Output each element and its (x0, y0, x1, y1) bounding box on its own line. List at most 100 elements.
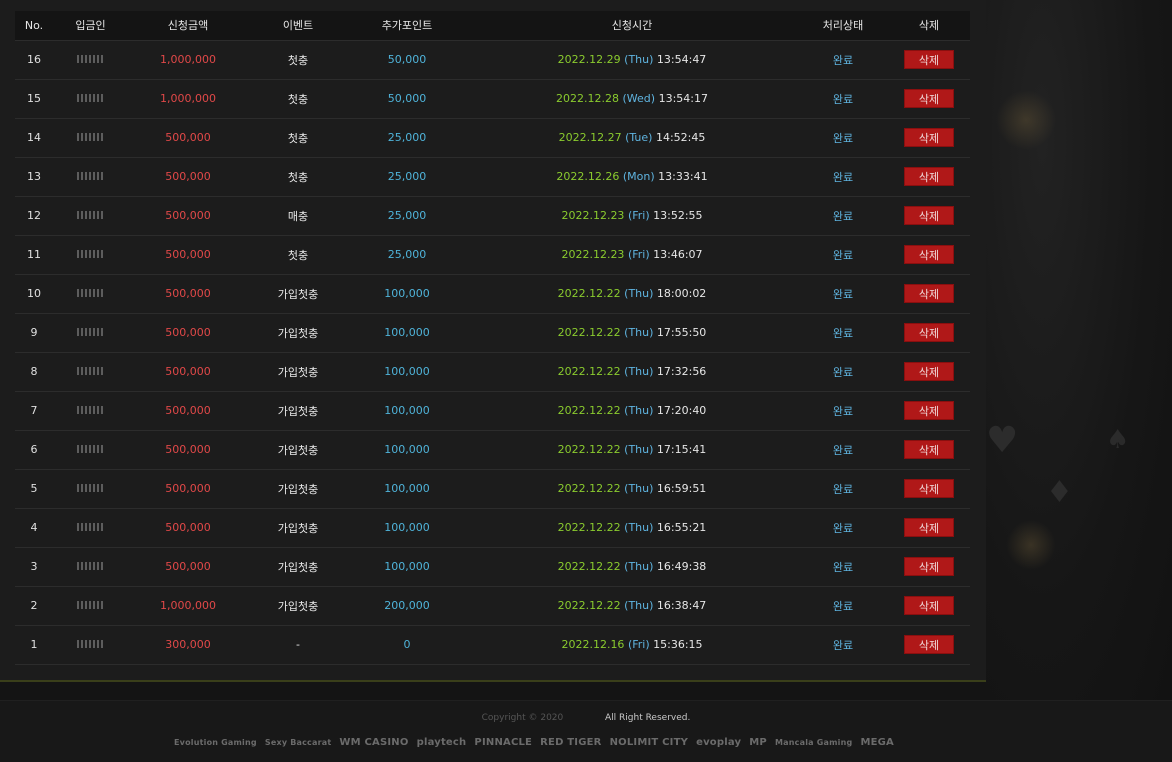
table-row: 10 500,000 가입첫충 100,000 2022.12.22 (Thu) 18:… (15, 273, 970, 313)
row-bonus: 100,000 (348, 273, 466, 313)
row-day: (Thu) (624, 599, 654, 612)
row-date: 2022.12.16 (561, 638, 625, 651)
row-date: 2022.12.28 (556, 92, 619, 105)
masked-name (76, 133, 105, 141)
row-depositor (53, 234, 128, 274)
provider-logo: NOLIMIT CITY (609, 736, 689, 748)
row-requested-at: 2022.12.22 (Thu) 16:49:38 (466, 546, 798, 586)
delete-button[interactable]: 삭제 (904, 362, 954, 381)
table-row: 9 500,000 가입첫충 100,000 2022.12.22 (Thu) 17:5… (15, 312, 970, 352)
delete-button[interactable]: 삭제 (904, 284, 954, 303)
delete-button[interactable]: 삭제 (904, 440, 954, 459)
table-row: 11 500,000 첫충 25,000 2022.12.23 (Fri) 13:46:… (15, 234, 970, 274)
row-delete-cell: 삭제 (888, 117, 970, 157)
row-bonus: 50,000 (348, 78, 466, 118)
row-bonus: 200,000 (348, 585, 466, 625)
row-amount: 500,000 (128, 312, 248, 352)
delete-button[interactable]: 삭제 (904, 557, 954, 576)
delete-button[interactable]: 삭제 (904, 518, 954, 537)
provider-logo: evoplay (696, 736, 742, 748)
row-bonus: 50,000 (348, 39, 466, 79)
provider-logo: PINNACLE (474, 736, 533, 748)
delete-button[interactable]: 삭제 (904, 245, 954, 264)
delete-button[interactable]: 삭제 (904, 635, 954, 654)
row-day: (Thu) (624, 560, 654, 573)
row-delete-cell: 삭제 (888, 429, 970, 469)
masked-name (76, 328, 105, 336)
delete-button[interactable]: 삭제 (904, 206, 954, 225)
row-event: 가입첫충 (248, 273, 348, 313)
table-row: 16 1,000,000 첫충 50,000 2022.12.29 (Thu) 13:5… (15, 39, 970, 79)
row-no: 3 (15, 546, 53, 586)
masked-name (76, 211, 105, 219)
row-requested-at: 2022.12.16 (Fri) 15:36:15 (466, 624, 798, 665)
row-status: 완료 (798, 585, 888, 625)
table-row: 13 500,000 첫충 25,000 2022.12.26 (Mon) 13:33:… (15, 156, 970, 196)
delete-button[interactable]: 삭제 (904, 128, 954, 147)
provider-logo: playtech (416, 736, 467, 748)
row-event: 가입첫충 (248, 546, 348, 586)
row-time: 16:59:51 (656, 482, 707, 495)
row-no: 8 (15, 351, 53, 391)
row-status: 완료 (798, 195, 888, 235)
deposit-history-table: No. 입금인 신청금액 이벤트 추가포인트 신청시간 처리상태 삭제 16 1,… (15, 11, 970, 665)
row-amount: 500,000 (128, 429, 248, 469)
row-date: 2022.12.23 (561, 209, 625, 222)
delete-button[interactable]: 삭제 (904, 167, 954, 186)
delete-button[interactable]: 삭제 (904, 89, 954, 108)
row-date: 2022.12.22 (557, 365, 621, 378)
delete-button[interactable]: 삭제 (904, 479, 954, 498)
masked-name (76, 406, 105, 414)
row-no: 10 (15, 273, 53, 313)
delete-button[interactable]: 삭제 (904, 596, 954, 615)
provider-logo: MP (749, 736, 767, 748)
row-time: 16:55:21 (656, 521, 707, 534)
bokeh-light (996, 90, 1056, 150)
row-time: 16:49:38 (656, 560, 707, 573)
masked-name (76, 94, 105, 102)
row-depositor (53, 156, 128, 196)
row-bonus: 0 (348, 624, 466, 665)
row-time: 13:54:17 (658, 92, 708, 105)
delete-button[interactable]: 삭제 (904, 50, 954, 69)
row-date: 2022.12.22 (557, 443, 621, 456)
provider-logo: MEGA (860, 736, 894, 748)
row-no: 14 (15, 117, 53, 157)
row-depositor (53, 429, 128, 469)
row-bonus: 25,000 (348, 156, 466, 196)
row-amount: 500,000 (128, 195, 248, 235)
row-date: 2022.12.27 (558, 131, 622, 144)
row-no: 4 (15, 507, 53, 547)
row-requested-at: 2022.12.28 (Wed) 13:54:17 (466, 78, 798, 118)
row-status: 완료 (798, 273, 888, 313)
row-time: 17:20:40 (656, 404, 707, 417)
row-depositor (53, 585, 128, 625)
row-day: (Thu) (624, 326, 654, 339)
table-row: 2 1,000,000 가입첫충 200,000 2022.12.22 (Thu) 16… (15, 585, 970, 625)
delete-button[interactable]: 삭제 (904, 323, 954, 342)
row-day: (Thu) (624, 443, 654, 456)
table-row: 1 300,000-0 2022.12.16 (Fri) 15:36:15 완료 삭제 (15, 624, 970, 665)
row-status: 완료 (798, 624, 888, 665)
row-depositor (53, 468, 128, 508)
row-day: (Fri) (627, 638, 650, 651)
diamond-suit-icon: ♦ (1046, 475, 1073, 510)
row-day: (Thu) (624, 53, 654, 66)
masked-name (76, 640, 105, 648)
row-time: 16:38:47 (656, 599, 707, 612)
row-amount: 1,000,000 (128, 585, 248, 625)
header-delete: 삭제 (888, 11, 970, 40)
row-no: 5 (15, 468, 53, 508)
row-day: (Thu) (624, 287, 654, 300)
delete-button[interactable]: 삭제 (904, 401, 954, 420)
row-delete-cell: 삭제 (888, 39, 970, 79)
row-event: 가입첫충 (248, 312, 348, 352)
row-amount: 500,000 (128, 468, 248, 508)
masked-name (76, 562, 105, 570)
row-delete-cell: 삭제 (888, 507, 970, 547)
row-requested-at: 2022.12.22 (Thu) 16:55:21 (466, 507, 798, 547)
row-time: 13:46:07 (653, 248, 703, 261)
row-no: 11 (15, 234, 53, 274)
row-status: 완료 (798, 156, 888, 196)
row-requested-at: 2022.12.29 (Thu) 13:54:47 (466, 39, 798, 79)
